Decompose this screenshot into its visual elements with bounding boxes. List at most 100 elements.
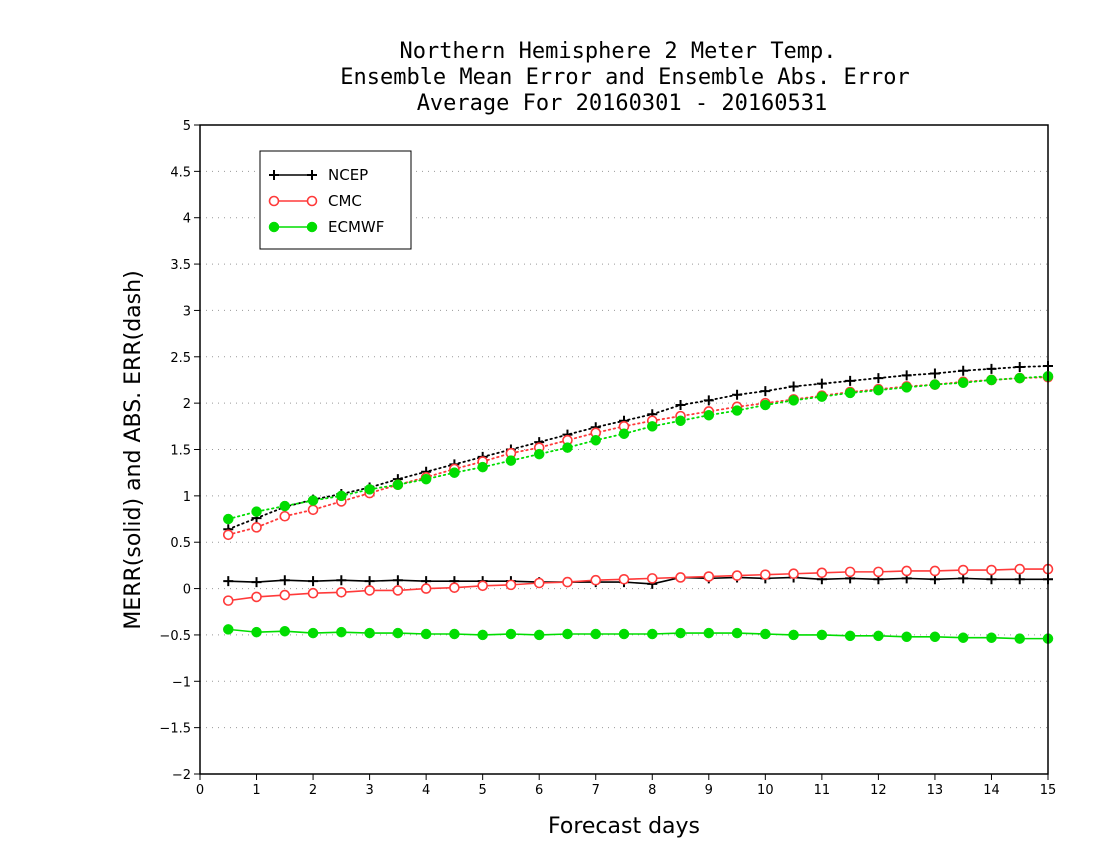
point-marker — [957, 377, 969, 388]
point-marker — [873, 373, 884, 384]
point-marker — [364, 484, 375, 495]
series-ecmwf — [223, 371, 1054, 644]
point-marker — [844, 387, 856, 399]
point-marker — [308, 576, 319, 587]
point-marker — [222, 529, 234, 541]
point-marker — [929, 379, 941, 390]
point-marker — [279, 589, 291, 601]
x-tick-label: 8 — [648, 783, 656, 798]
y-tick-label: 4 — [183, 212, 191, 227]
point-marker — [731, 627, 743, 639]
point-marker — [364, 585, 375, 596]
y-tick-label: 4.5 — [170, 165, 191, 180]
x-tick-label: 7 — [592, 783, 600, 798]
point-marker — [646, 573, 658, 584]
y-tick-label: 0.5 — [170, 536, 191, 551]
x-tick-label: 9 — [705, 783, 713, 798]
x-tick-label: 1 — [252, 783, 260, 798]
legend-label: ECMWF — [328, 218, 384, 236]
y-tick-label: 0 — [183, 583, 191, 598]
point-marker — [901, 382, 912, 393]
point-marker — [1014, 361, 1025, 372]
point-marker — [533, 629, 545, 641]
point-marker — [562, 576, 573, 588]
point-marker — [986, 632, 997, 643]
x-tick-label: 10 — [757, 783, 774, 798]
point-marker — [251, 626, 262, 638]
y-tick-label: 3.5 — [170, 258, 191, 273]
point-marker — [675, 399, 686, 410]
point-marker — [533, 448, 545, 460]
x-tick-label: 13 — [927, 783, 944, 798]
point-marker — [590, 628, 601, 640]
point-marker — [477, 461, 488, 473]
point-marker — [647, 421, 658, 432]
point-marker — [844, 630, 856, 642]
point-marker — [477, 629, 488, 641]
y-tick-label: 5 — [183, 119, 191, 134]
point-marker — [477, 580, 488, 592]
point-marker — [336, 586, 347, 598]
point-marker — [307, 627, 319, 639]
title-line-3: Average For 20160301 - 20160531 — [417, 91, 828, 116]
point-marker — [703, 395, 714, 406]
point-marker — [618, 573, 630, 585]
point-marker — [307, 170, 317, 180]
point-marker — [760, 628, 771, 640]
y-axis-label: MERR(solid) and ABS. ERR(dash) — [121, 270, 146, 629]
legend-label: NCEP — [328, 166, 368, 184]
point-marker — [675, 627, 686, 639]
point-marker — [732, 389, 743, 400]
point-marker — [816, 378, 827, 389]
point-marker — [844, 566, 856, 578]
x-tick-label: 4 — [422, 783, 430, 798]
point-marker — [703, 627, 715, 639]
point-marker — [223, 576, 234, 587]
point-marker — [223, 624, 234, 635]
point-marker — [986, 363, 997, 374]
point-marker — [392, 575, 403, 586]
point-marker — [364, 576, 375, 587]
point-marker — [306, 221, 318, 233]
point-marker — [336, 575, 347, 586]
point-marker — [420, 473, 432, 485]
point-marker — [222, 595, 234, 606]
point-marker — [364, 627, 375, 639]
y-tick-label: 3 — [183, 304, 191, 319]
point-marker — [901, 370, 912, 381]
point-marker — [929, 631, 941, 643]
point-marker — [929, 565, 941, 577]
legend-item-cmc: CMC — [268, 192, 362, 210]
point-marker — [760, 399, 771, 411]
y-tick-label: 2.5 — [170, 351, 191, 366]
y-tick-label: 1 — [183, 490, 191, 505]
point-marker — [703, 571, 715, 582]
y-tick-label: 2 — [183, 397, 191, 412]
point-marker — [958, 365, 969, 376]
point-marker — [279, 510, 291, 522]
legend-item-ncep: NCEP — [269, 166, 368, 184]
point-marker — [760, 386, 771, 397]
point-marker — [307, 495, 319, 506]
point-marker — [590, 574, 602, 586]
point-marker — [251, 506, 262, 517]
point-marker — [223, 513, 234, 525]
point-marker — [731, 405, 743, 416]
point-marker — [420, 583, 432, 594]
ncep-abs-err-line — [227, 365, 1049, 531]
data-series — [222, 361, 1054, 644]
x-tick-label: 14 — [983, 783, 1000, 798]
cmc-abs-err-line — [227, 376, 1049, 536]
series-cmc — [222, 371, 1054, 606]
y-tick-label: −0.5 — [159, 629, 191, 644]
point-marker — [505, 579, 517, 591]
legend: NCEP CMC ECMWF — [259, 150, 412, 250]
point-marker — [420, 628, 432, 640]
point-marker — [268, 221, 280, 233]
point-marker — [816, 629, 828, 641]
chart-title: Northern Hemisphere 2 Meter Temp. Ensemb… — [340, 39, 910, 116]
x-tick-label: 12 — [870, 783, 887, 798]
point-marker — [269, 170, 279, 180]
point-marker — [251, 522, 262, 533]
